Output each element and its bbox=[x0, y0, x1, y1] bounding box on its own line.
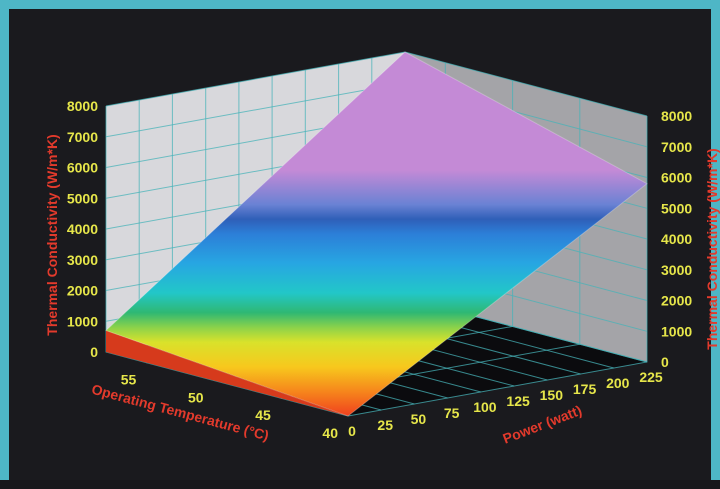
z-tick-label-left: 6000 bbox=[67, 160, 98, 176]
y-tick-label: 40 bbox=[322, 425, 338, 441]
surface-plane bbox=[105, 51, 648, 417]
x-tick-label: 25 bbox=[377, 417, 393, 433]
z-tick-label-right: 1000 bbox=[661, 323, 692, 339]
x-tick-label: 50 bbox=[411, 411, 427, 427]
x-tick-label: 75 bbox=[444, 405, 460, 421]
x-tick-label: 150 bbox=[540, 387, 564, 403]
z-tick-label-right: 6000 bbox=[661, 170, 692, 186]
z-tick-label-left: 8000 bbox=[67, 98, 98, 114]
x-tick-label: 125 bbox=[506, 393, 530, 409]
x-tick-label: 100 bbox=[473, 399, 497, 415]
y-axis-title: Operating Temperature (°C) bbox=[90, 381, 271, 444]
z-tick-label-left: 0 bbox=[90, 344, 98, 360]
z-tick-label-left: 3000 bbox=[67, 252, 98, 268]
z-tick-label-right: 3000 bbox=[661, 262, 692, 278]
tick-labels: 0100020003000400050006000700080000100020… bbox=[67, 98, 693, 441]
z-axis-title-left: Thermal Conductivity (W/m*K) bbox=[44, 134, 60, 335]
z-tick-label-left: 2000 bbox=[67, 283, 98, 299]
z-tick-label-left: 4000 bbox=[67, 221, 98, 237]
z-tick-label-right: 8000 bbox=[661, 108, 692, 124]
x-tick-label: 175 bbox=[573, 381, 597, 397]
y-tick-label: 55 bbox=[121, 372, 137, 388]
x-tick-label: 225 bbox=[639, 369, 663, 385]
y-tick-label: 45 bbox=[255, 407, 271, 423]
z-tick-label-left: 7000 bbox=[67, 129, 98, 145]
z-tick-label-right: 4000 bbox=[661, 231, 692, 247]
z-tick-label-right: 5000 bbox=[661, 200, 692, 216]
data-surface bbox=[105, 51, 648, 417]
x-tick-label: 0 bbox=[348, 423, 356, 439]
z-tick-label-right: 7000 bbox=[661, 139, 692, 155]
z-tick-label-left: 5000 bbox=[67, 190, 98, 206]
grid-line-y bbox=[347, 116, 648, 417]
x-tick-label: 200 bbox=[606, 375, 630, 391]
y-tick-label: 50 bbox=[188, 389, 204, 405]
z-tick-label-right: 2000 bbox=[661, 293, 692, 309]
z-tick-label-right: 0 bbox=[661, 354, 669, 370]
z-axis-title-right: Thermal Conductivity (W/m*K) bbox=[704, 148, 720, 349]
surface-chart: 0100020003000400050006000700080000100020… bbox=[44, 51, 720, 447]
z-tick-label-left: 1000 bbox=[67, 313, 98, 329]
